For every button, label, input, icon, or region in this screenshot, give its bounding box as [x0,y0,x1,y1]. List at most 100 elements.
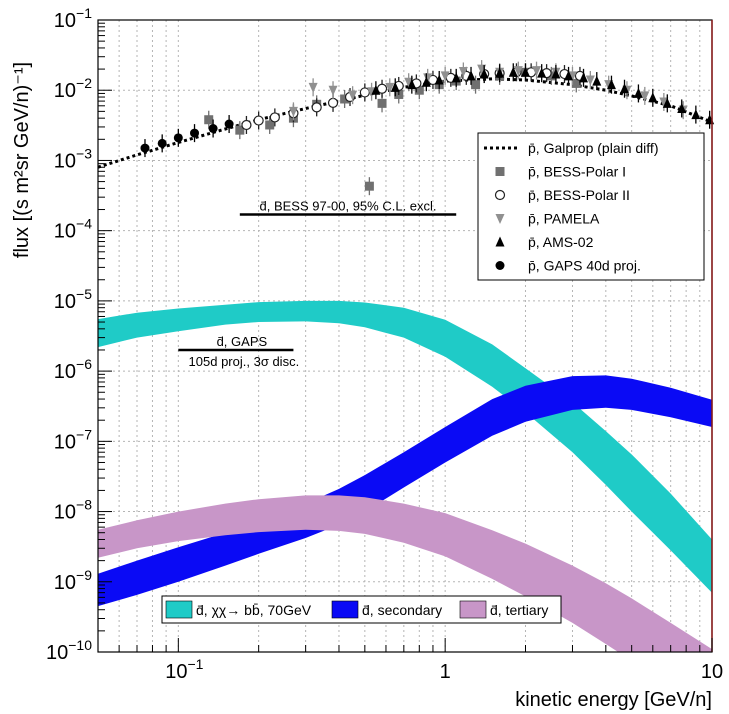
data-point [157,138,167,148]
data-point [253,115,264,126]
y-tick-exp: −10 [68,637,92,653]
y-tick-base: 10 [54,502,76,524]
y-tick-label: 10−7 [54,426,92,453]
data-point [606,79,616,90]
limit-label-sub: 105d proj., 3σ disc. [189,354,300,369]
x-tick-base: 10 [701,661,723,683]
data-point [140,143,150,153]
y-tick-label: 10−5 [54,286,92,313]
data-point [648,92,658,103]
legend-label: p̄, BESS-Polar I [528,164,626,180]
data-point [311,102,322,113]
legend-label: p̄, BESS-Polar II [528,187,630,203]
legend-label: d̄, tertiary [490,602,548,618]
y-tick-exp: −7 [76,426,92,442]
legend-label: p̄, PAMELA [528,211,600,227]
legend-marker [495,261,505,270]
legend-top-right: p̄, Galprop (plain diff) p̄, BESS-Polar I… [477,132,705,281]
data-point [364,181,374,191]
legend-label: p̄, GAPS 40d proj. [528,258,641,274]
legend-marker [495,167,505,176]
y-tick-label: 10−8 [54,497,92,524]
marker-layer [140,60,715,196]
legend-label: p̄, Galprop (plain diff) [528,140,658,156]
y-tick-label: 10−2 [54,75,92,102]
y-tick-base: 10 [54,291,76,313]
data-point [385,82,395,93]
y-tick-exp: −9 [76,567,92,583]
data-point [537,67,547,78]
legend-box [477,132,705,281]
x-tick-base: 10 [165,661,187,683]
x-tick-base: 1 [440,661,451,683]
data-point [235,125,245,135]
data-point [532,66,542,77]
data-point [546,71,556,81]
x-tick-exp: −1 [187,656,203,672]
x-tick-label: 10−1 [165,656,203,683]
legend-label: d̄, secondary [362,602,442,618]
y-tick-label: 10−3 [54,145,92,172]
data-point [288,106,298,117]
legend-swatch [331,600,359,619]
data-point [585,75,595,86]
y-tick-exp: −2 [76,75,92,91]
data-point [564,70,574,81]
legend-swatch [165,600,193,619]
plot-frame [97,19,713,653]
data-point [495,67,505,78]
data-point [567,71,577,82]
data-point [348,90,358,101]
data-point [620,83,630,94]
legend-label: d̄, χχ→ bb̄, 70GeV [196,602,312,618]
legend-swatch [459,600,487,619]
band-area [98,300,712,593]
y-axis-label: flux [(s m²sr GeV/n)⁻¹] [11,62,33,258]
data-point [265,120,275,130]
data-point [691,109,701,120]
legend-label: p̄, AMS-02 [528,234,594,250]
data-point [340,94,350,104]
y-tick-base: 10 [46,642,68,664]
y-tick-base: 10 [54,10,76,32]
data-point [407,79,417,90]
y-tick-base: 10 [54,150,76,172]
data-point [390,81,400,92]
tick-layer: 10−1010−910−810−710−610−510−410−310−210−… [46,5,723,683]
data-point [204,115,214,125]
data-point [513,66,523,77]
data-point [520,66,530,77]
data-point [633,87,643,98]
x-tick-label: 1 [440,661,451,683]
y-tick-exp: −5 [76,286,92,302]
y-tick-exp: −8 [76,497,92,513]
data-point [592,75,602,86]
limit-layer: d̄, BESS 97-00, 95% C.L. excl. d̄, GAPS 10… [178,198,457,369]
data-point [224,119,234,129]
data-point [173,133,183,143]
data-point [466,70,476,81]
legend-marker [495,214,505,224]
data-point [640,91,650,102]
data-point [662,97,672,108]
data-point [659,97,669,108]
data-point [190,128,200,138]
data-point [414,85,424,95]
y-tick-label: 10−6 [54,356,92,383]
data-point [208,124,218,134]
data-point [471,80,481,90]
y-tick-base: 10 [54,221,76,243]
y-tick-exp: −4 [76,216,92,232]
data-point [579,72,589,83]
y-tick-exp: −6 [76,356,92,372]
data-point [423,73,433,84]
x-axis-label: kinetic energy [GeV/n] [515,689,712,711]
y-tick-exp: −3 [76,145,92,161]
data-point [328,85,338,96]
y-tick-base: 10 [54,361,76,383]
y-tick-exp: −1 [76,5,92,21]
data-point [359,87,370,98]
legend-marker [495,236,505,247]
data-point [404,77,414,88]
data-point [371,84,381,95]
